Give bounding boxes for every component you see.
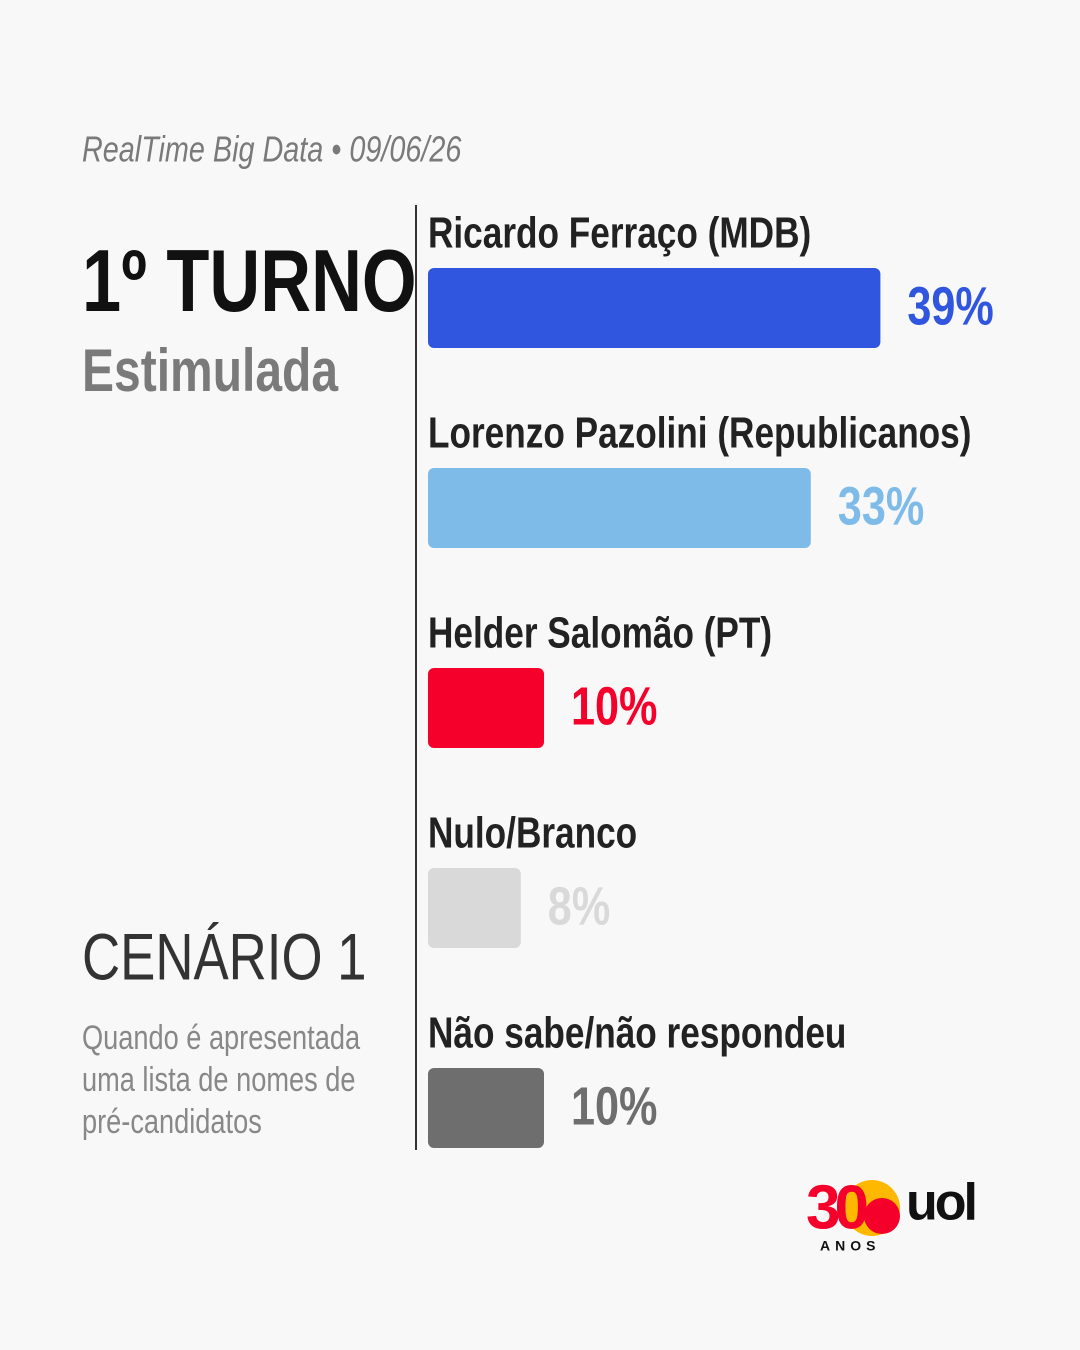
category-label: Ricardo Ferraço (MDB) [428,209,811,258]
value-label-group: 39% [907,277,993,337]
bar [428,1068,544,1148]
value-label-group: 8% [548,877,610,937]
description-line: pré-candidatos [82,1102,262,1141]
logo-caption: ANOS [820,1238,880,1254]
category-label-group: Ricardo Ferraço (MDB) [428,209,811,258]
description-line-group: Quando é apresentada [82,1018,361,1057]
title: 1º TURNO [82,232,417,330]
category-label-group: Não sabe/não respondeu [428,1009,846,1058]
description-line: Quando é apresentada [82,1018,361,1057]
bar [428,868,521,948]
source: RealTime Big Data • 09/06/26 [82,128,462,169]
category-label-group: Helder Salomão (PT) [428,609,772,658]
logo-number: 30 [806,1173,866,1242]
value-label-group: 10% [571,1077,657,1137]
description-line-group: uma lista de nomes de [82,1060,355,1099]
category-label: Não sabe/não respondeu [428,1009,846,1058]
scenario: CENÁRIO 1 [82,920,367,994]
subtitle-group: Estimulada [82,337,339,404]
category-label: Lorenzo Pazolini (Republicanos) [428,409,971,458]
category-label: Nulo/Branco [428,809,637,858]
subtitle: Estimulada [82,337,339,404]
value-label: 33% [838,477,924,537]
value-label: 10% [571,677,657,737]
description-line: uma lista de nomes de [82,1060,355,1099]
bar [428,268,881,348]
value-label: 8% [548,877,610,937]
bar [428,668,544,748]
logo-sun-inner [864,1198,900,1234]
description-line-group: pré-candidatos [82,1102,262,1141]
value-label: 10% [571,1077,657,1137]
bar [428,468,811,548]
category-label-group: Nulo/Branco [428,809,637,858]
value-label: 39% [907,277,993,337]
value-label-group: 10% [571,677,657,737]
title-group: 1º TURNO [82,232,417,330]
source-group: RealTime Big Data • 09/06/26 [82,128,462,169]
value-label-group: 33% [838,477,924,537]
logo-brand: uol [906,1174,975,1232]
scenario-group: CENÁRIO 1 [82,920,367,994]
category-label-group: Lorenzo Pazolini (Republicanos) [428,409,971,458]
category-label: Helder Salomão (PT) [428,609,772,658]
